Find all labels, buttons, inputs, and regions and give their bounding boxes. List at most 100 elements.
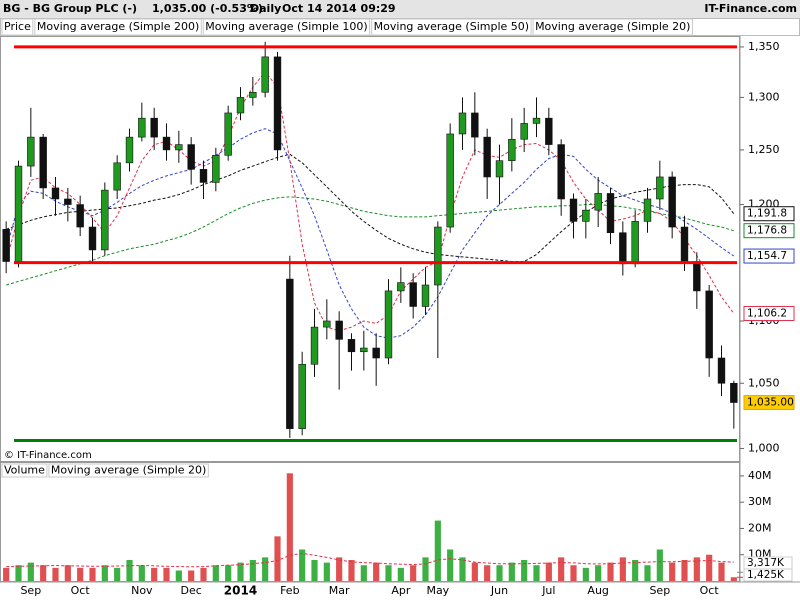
candle-body	[335, 320, 343, 340]
volume-bar	[163, 567, 170, 581]
legend-entry: Moving average (Simple 20)	[535, 20, 690, 33]
volume-bar	[114, 567, 121, 581]
candle-body	[286, 278, 294, 429]
candle-body	[446, 133, 454, 228]
volume-bar	[299, 549, 306, 581]
candle-body	[532, 117, 541, 124]
x-tick-label: Feb	[280, 584, 299, 597]
candle-body	[261, 56, 269, 93]
candle-body	[310, 326, 319, 365]
legend-box	[202, 18, 371, 36]
quote: 1,035.00 (-0.53%)	[152, 2, 263, 15]
candle-body	[717, 357, 726, 384]
candle-body	[51, 187, 60, 200]
volume-bar	[101, 565, 108, 581]
volume-ma	[6, 552, 734, 568]
volume-panel	[0, 462, 740, 582]
candle-body	[495, 160, 504, 178]
volume-bar	[471, 562, 478, 581]
end-label: 1,154.7	[747, 250, 787, 262]
interval: Daily	[250, 2, 281, 15]
volume-bar	[644, 565, 651, 581]
candle-body	[14, 165, 23, 262]
candle-body	[2, 229, 10, 262]
candle-body	[643, 198, 652, 222]
candle-body	[249, 91, 257, 98]
candle-body	[212, 154, 220, 183]
candle-body	[471, 112, 479, 138]
volume-bar	[311, 559, 318, 581]
volume-bar	[126, 559, 133, 581]
moving-average	[6, 196, 734, 286]
volume-bar	[323, 562, 330, 581]
volume-bar	[212, 565, 219, 581]
volume-bar	[3, 567, 10, 581]
candle-body	[421, 284, 430, 307]
legend-entry: Moving average (Simple 20)	[51, 464, 206, 477]
candle-body	[347, 339, 356, 353]
volume-bar	[40, 565, 47, 581]
x-tick-label: Mar	[329, 584, 350, 597]
volume-bar	[508, 562, 515, 581]
volume-bar	[27, 562, 34, 581]
x-tick-label: Jun	[490, 584, 508, 597]
candle-body	[372, 347, 380, 359]
x-tick-label: May	[426, 584, 449, 597]
end-label-box	[743, 305, 795, 321]
volume-bar	[447, 549, 454, 581]
volume-bar	[607, 562, 614, 581]
y-tick-label: 1,300	[748, 90, 780, 103]
volume-bar	[360, 565, 367, 581]
x-tick-label: Sep	[649, 584, 670, 597]
volume-bar	[262, 557, 269, 581]
volume-bar	[619, 557, 626, 581]
candle-body	[64, 198, 72, 205]
candle-body	[88, 226, 97, 251]
candle-body	[730, 382, 738, 403]
legend-box	[1, 18, 34, 36]
volume-tick-label: 40M	[748, 469, 772, 482]
volume-bar	[521, 559, 528, 581]
volume-bar	[693, 557, 700, 581]
candle-body	[76, 204, 84, 228]
candle-body	[298, 363, 306, 429]
candle-body	[557, 144, 565, 200]
x-tick-label: Sep	[20, 584, 41, 597]
x-tick-label: 2014	[224, 584, 257, 598]
volume-bar	[545, 562, 552, 581]
legend-box	[371, 18, 532, 36]
end-label: 1,106.2	[747, 307, 787, 319]
volume-bar	[200, 567, 207, 581]
volume-bar	[632, 559, 639, 581]
volume-bar	[286, 473, 293, 581]
volume-tick-label: 30M	[748, 495, 772, 508]
end-label-box	[743, 206, 795, 222]
volume-bar	[533, 565, 540, 581]
price-panel	[0, 36, 740, 462]
candle-body	[384, 290, 393, 359]
candle-body	[101, 189, 109, 251]
volume-bar	[459, 557, 466, 581]
x-tick-label: Oct	[700, 584, 720, 597]
end-label-box	[743, 395, 795, 411]
y-tick-label: 1,050	[748, 376, 780, 389]
volume-bar	[77, 567, 84, 581]
volume-bar	[595, 565, 602, 581]
candle-body	[656, 176, 664, 200]
end-label-box	[743, 248, 795, 264]
volume-bar	[669, 562, 676, 581]
volume-bar	[656, 549, 663, 581]
y-tick-label: 1,350	[748, 40, 780, 53]
x-tick-label: Aug	[587, 584, 608, 597]
end-label-box	[743, 223, 795, 239]
source: IT-Finance.com	[704, 2, 797, 15]
volume-bar	[188, 570, 195, 581]
legend-entry: Moving average (Simple 200)	[37, 20, 199, 33]
x-tick-label: Jul	[541, 584, 555, 597]
candle-body	[569, 198, 578, 222]
candle-body	[680, 226, 689, 262]
candle-body	[606, 193, 615, 234]
volume-bar	[422, 557, 429, 581]
candle-body	[360, 347, 368, 353]
candle-body	[397, 282, 405, 292]
